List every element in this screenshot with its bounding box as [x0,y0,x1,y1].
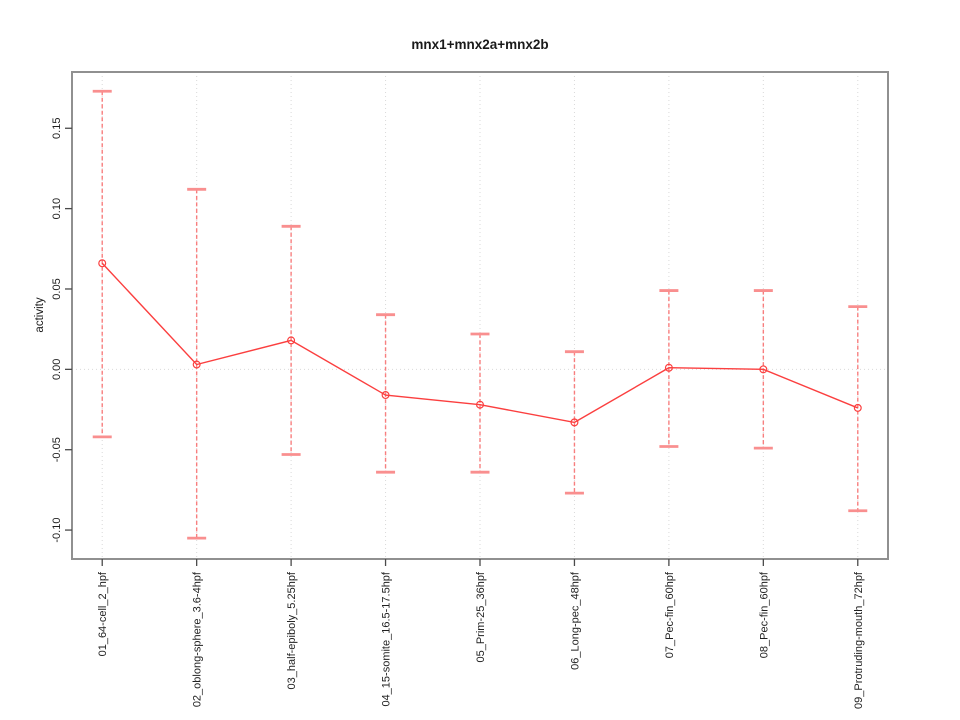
data-point [192,360,201,369]
data-points [98,259,862,427]
y-tick-label: -0.05 [51,437,63,462]
x-tick-label: 09_Protruding-mouth_72hpf [853,571,865,709]
gridlines [72,72,888,559]
x-tick-label: 07_Pec-fin_60hpf [664,571,676,658]
x-tick-label: 04_15-somite_16.5-17.5hpf [381,571,393,706]
x-tick-label: 02_oblong-sphere_3.6-4hpf [192,571,204,707]
y-tick-label: 0.10 [51,198,63,219]
y-tick-label: -0.10 [51,518,63,543]
y-axis: -0.10 -0.05 0.00 0.05 0.10 0.15 [51,118,72,543]
data-point [287,336,296,345]
error-bars [92,89,868,540]
data-point [381,391,390,400]
chart-title: mnx1+mnx2a+mnx2b [411,37,549,52]
x-tick-label: 05_Prim-25_36hpf [475,571,487,662]
data-point [853,403,862,412]
plot-border [71,71,889,560]
x-tick-label: 08_Pec-fin_60hpf [758,571,770,658]
x-tick-label: 06_Long-pec_48hpf [569,571,581,670]
data-point [570,418,579,427]
y-tick-label: 0.00 [51,359,63,380]
data-point [476,400,485,409]
y-tick-label: 0.15 [51,118,63,139]
x-tick-label: 01_64-cell_2_hpf [97,571,109,656]
x-tick-label: 03_half-epiboly_5.25hpf [286,571,298,689]
y-tick-label: 0.05 [51,278,63,299]
data-point [98,259,107,268]
data-point [759,365,768,374]
x-axis: 01_64-cell_2_hpf 02_oblong-sphere_3.6-4hp… [97,559,865,709]
data-point [664,363,673,372]
data-line [101,262,859,424]
